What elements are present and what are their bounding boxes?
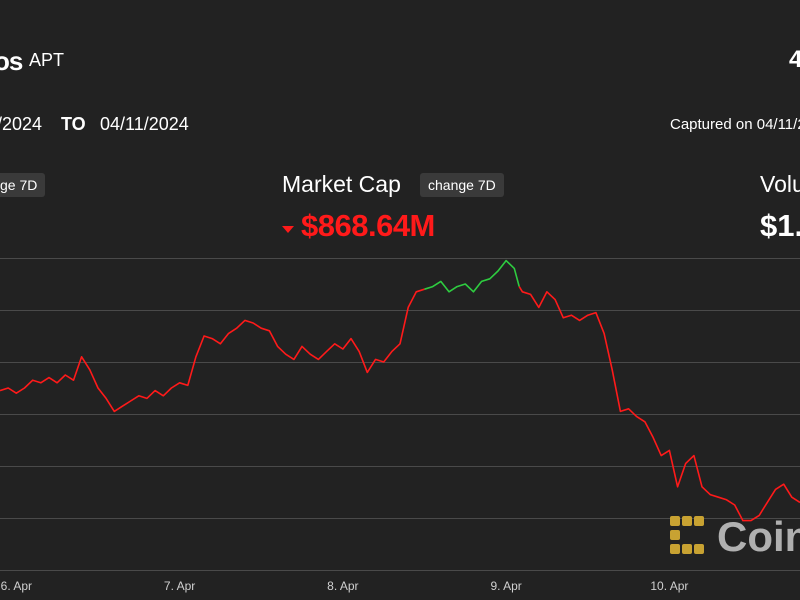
chart-gridlines <box>0 258 800 571</box>
price-line-segment-down <box>0 288 425 413</box>
asset-symbol: APT <box>29 50 65 70</box>
price-line-segment-down <box>518 286 800 522</box>
x-tick-label: 8. Apr <box>327 579 358 593</box>
x-axis-tick-labels: 6. Apr 7. Apr 8. Apr 9. Apr 10. Apr <box>1 579 689 593</box>
date-to-label: TO <box>61 114 86 134</box>
asset-name: os <box>0 46 23 76</box>
market-cap-value: $868.64M <box>301 208 435 243</box>
coindesk-logo-icon <box>670 516 704 554</box>
volume-value: $1. <box>760 208 800 243</box>
market-cap-label: Market Cap <box>282 171 401 197</box>
change-7d-badge-left: ge 7D <box>0 173 46 197</box>
header-right-edge-text: 4 <box>789 46 800 73</box>
x-tick-label: 6. Apr <box>1 579 32 593</box>
x-tick-label: 9. Apr <box>490 579 521 593</box>
price-line-segment-up <box>424 259 520 293</box>
volume-label: Volu <box>760 171 800 197</box>
chart-lines <box>0 259 800 522</box>
market-cap-change-7d-badge: change 7D <box>420 173 504 197</box>
date-from: /2024 <box>0 114 43 134</box>
x-tick-label: 7. Apr <box>164 579 195 593</box>
watermark-text: Coin <box>717 513 800 560</box>
date-to: 04/11/2024 <box>100 114 189 134</box>
down-arrow-icon <box>282 226 294 233</box>
captured-on-label: Captured on 04/11/2 <box>670 116 800 133</box>
price-chart: 6. Apr 7. Apr 8. Apr 9. Apr 10. Apr <box>0 258 800 593</box>
x-tick-label: 10. Apr <box>650 579 688 593</box>
